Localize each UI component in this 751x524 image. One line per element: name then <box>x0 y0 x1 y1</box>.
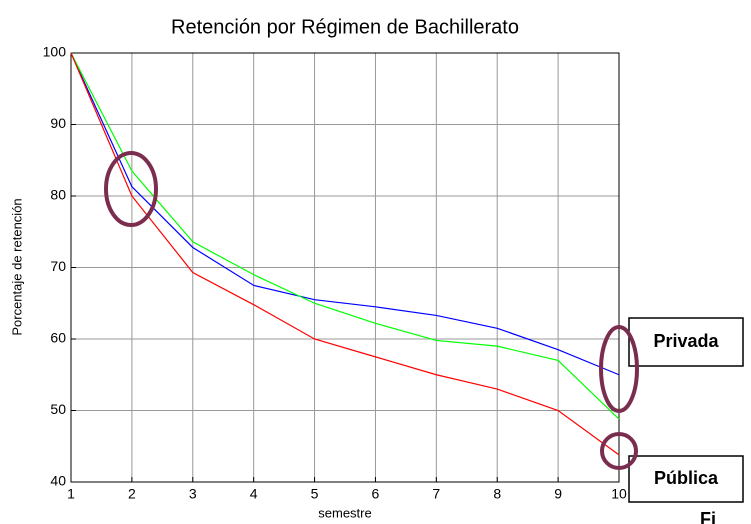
x-tick-label: 3 <box>189 486 197 502</box>
y-tick-label: 100 <box>43 44 67 60</box>
annotation: Pública <box>654 468 719 488</box>
label-box <box>628 455 744 503</box>
y-tick-label: 60 <box>50 330 66 346</box>
annotation: Fi <box>700 509 716 524</box>
y-tick-label: 50 <box>50 401 66 417</box>
y-axis-label: Porcentaje de retención <box>9 198 24 335</box>
x-tick-label: 6 <box>372 486 380 502</box>
series-line <box>70 52 620 376</box>
chart-title: Retención por Régimen de Bachillerato <box>171 16 519 38</box>
highlight-ellipse <box>600 432 638 470</box>
x-tick-label: 7 <box>432 486 440 502</box>
highlight-ellipse <box>599 325 639 413</box>
y-tick-label: 90 <box>50 115 66 131</box>
x-tick-label: 9 <box>554 486 562 502</box>
highlight-ellipse <box>104 151 158 227</box>
y-tick-label: 40 <box>50 473 66 489</box>
x-tick-label: 2 <box>128 486 136 502</box>
y-tick-label: 70 <box>50 258 66 274</box>
x-tick-label: 8 <box>493 486 501 502</box>
label-box <box>628 317 744 367</box>
x-tick-label: 5 <box>311 486 319 502</box>
y-tick-label: 80 <box>50 187 66 203</box>
annotation: Privada <box>653 331 719 351</box>
plot-frame <box>70 52 620 483</box>
x-tick-label: 10 <box>611 486 627 502</box>
series-line <box>70 52 620 456</box>
series-line <box>70 52 620 420</box>
x-tick-label: 4 <box>250 486 258 502</box>
annotations <box>628 317 744 503</box>
x-tick-label: 1 <box>67 486 75 502</box>
x-axis-label: semestre <box>318 505 371 520</box>
